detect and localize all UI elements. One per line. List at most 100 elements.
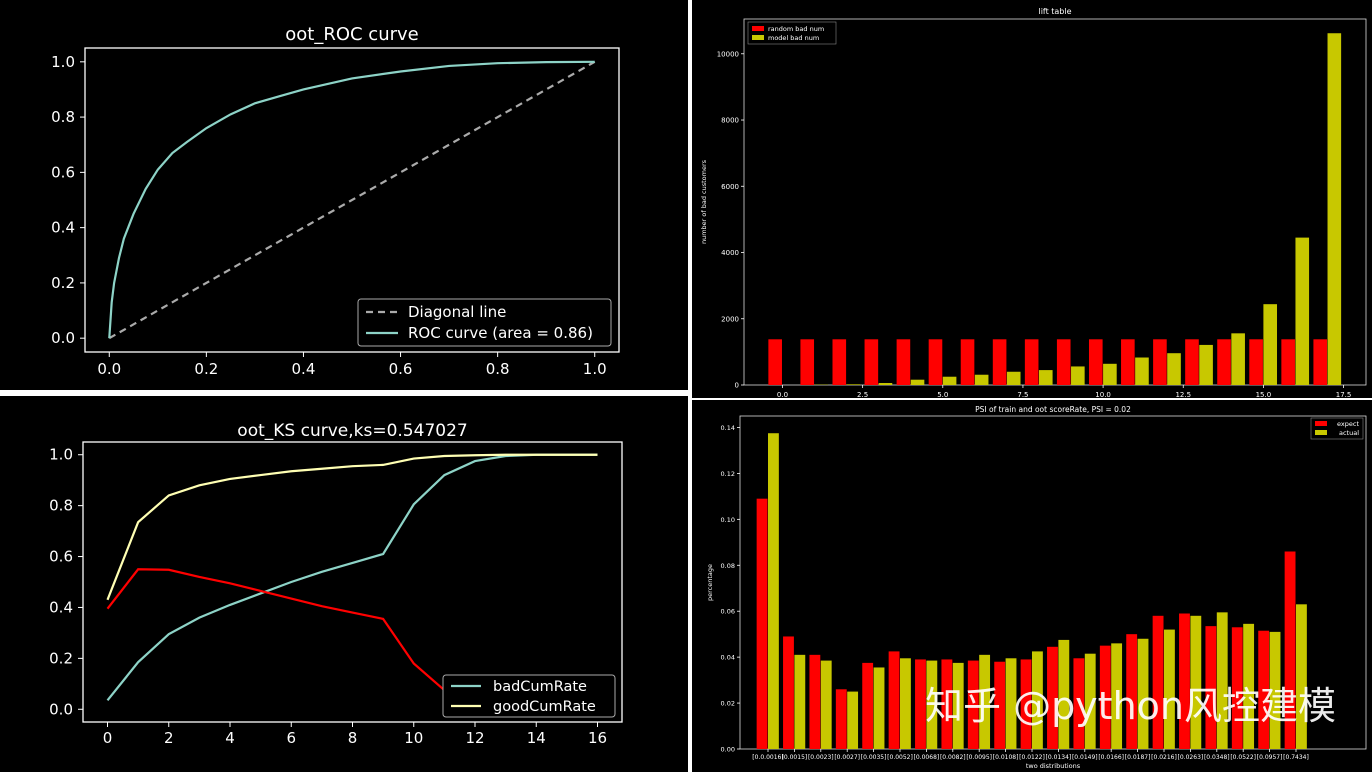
bar	[1190, 615, 1202, 749]
chart-title: oot_KS curve,ks=0.547027	[237, 421, 467, 441]
bar	[1164, 629, 1175, 749]
bar	[878, 383, 893, 385]
bar	[1103, 363, 1117, 385]
bar	[846, 384, 861, 385]
roc-chart: 0.0 0.2 0.4 0.6 0.8 1.0 0.0 0.2 0.4 0.6 0.8 1.0 oot_…	[51, 24, 620, 378]
x-tick-label: 10	[404, 729, 423, 747]
x-tick-label: 4	[225, 729, 235, 747]
bar	[1137, 638, 1149, 749]
x-tick-label: [0.0122]	[1019, 754, 1045, 761]
bar	[952, 662, 964, 749]
bar	[1217, 339, 1231, 385]
y-tick-label: 2000	[721, 315, 739, 323]
y-tick-label: 0.14	[721, 424, 735, 432]
bar	[915, 659, 926, 749]
x-tick-label: 5.0	[937, 391, 948, 398]
legend-swatch	[752, 26, 764, 31]
y-tick-label: 0.0	[51, 329, 75, 347]
bar	[1216, 612, 1228, 749]
bar	[1281, 339, 1295, 385]
y-tick-label: 1.0	[51, 53, 75, 71]
bar	[1269, 631, 1281, 749]
x-tick-label: [0.0348]	[1204, 754, 1230, 761]
bar	[835, 689, 847, 749]
series-line	[108, 60, 596, 340]
x-tick-label: 17.5	[1336, 391, 1352, 398]
x-tick-label: [0.0015]	[782, 754, 808, 761]
bar	[1024, 339, 1039, 385]
bar	[1135, 357, 1149, 385]
x-tick-label: [0.0216]	[1151, 754, 1177, 761]
legend-label: model bad num	[768, 34, 819, 42]
bar	[1032, 651, 1043, 749]
x-tick-label: 2.5	[857, 391, 868, 398]
bar	[1047, 646, 1058, 749]
legend-label: ROC curve (area = 0.86)	[408, 324, 593, 342]
x-tick-label: [0.0108]	[993, 754, 1019, 761]
bar	[1153, 339, 1167, 385]
x-tick-label: 0	[103, 729, 113, 747]
bar	[1020, 659, 1032, 749]
legend-box	[442, 674, 616, 718]
bar	[992, 339, 1007, 385]
y-tick-label: 0.10	[721, 516, 735, 524]
x-tick-label: 0.0	[777, 391, 788, 398]
bar	[1296, 604, 1307, 749]
lift-chart-panel: lift table 0.0 2.5 5.0 7.5 10.0 12.5 15.0 17.5 0 2…	[692, 0, 1372, 398]
y-axis-label: percentage	[706, 564, 714, 601]
plot-frame	[84, 47, 620, 353]
y-tick-label: 0.12	[721, 470, 735, 478]
y-tick-label: 4000	[721, 249, 739, 257]
ks-chart-panel: oot_KS curve,ks=0.547027 0 2 4 6 8 10 12 14 16 0.0…	[0, 396, 688, 772]
bar	[756, 498, 768, 749]
bar	[1243, 623, 1255, 749]
bar	[967, 660, 979, 749]
x-tick-label: [0.0187]	[1125, 754, 1151, 761]
x-tick-label: 0.2	[194, 360, 218, 378]
bar	[1084, 653, 1096, 749]
x-tick-label: 1.0	[583, 360, 607, 378]
bar	[1327, 33, 1342, 386]
y-tick-label: 0.8	[49, 497, 73, 515]
x-tick-label: 0.6	[389, 360, 413, 378]
bar	[1263, 304, 1278, 385]
bar	[794, 654, 806, 749]
bar	[783, 636, 794, 749]
y-tick-label: 0.6	[51, 163, 75, 181]
x-tick-label: 15.0	[1256, 391, 1272, 398]
bar	[1258, 630, 1270, 749]
bar	[1111, 643, 1123, 749]
x-tick-label: 7.5	[1017, 391, 1028, 398]
x-tick-label: [0.0957]	[1257, 754, 1283, 761]
series-line	[108, 60, 595, 339]
bar	[1126, 634, 1138, 749]
legend-label: Diagonal line	[408, 303, 506, 321]
bar	[832, 339, 847, 385]
bar	[1199, 344, 1213, 385]
bar	[1313, 339, 1328, 385]
bar	[768, 339, 782, 385]
bar	[900, 658, 911, 749]
x-tick-label: [0.0035]	[861, 754, 887, 761]
x-tick-label: [0.0166]	[1098, 754, 1124, 761]
bar	[1121, 339, 1135, 385]
x-tick-label: [0.0522]	[1230, 754, 1256, 761]
psi-chart-panel: PSI of train and oot scoreRate, PSI = 0.…	[692, 400, 1372, 772]
x-tick-label: 0.0	[97, 360, 121, 378]
legend-swatch	[1315, 430, 1327, 435]
legend-swatch	[1315, 421, 1327, 426]
bar	[941, 659, 953, 749]
bar	[768, 433, 779, 749]
series-line	[106, 453, 598, 601]
roc-chart-panel: 0.0 0.2 0.4 0.6 0.8 1.0 0.0 0.2 0.4 0.6 0.8 1.0 oot_…	[0, 0, 688, 390]
legend-label: random bad num	[768, 25, 824, 33]
y-tick-label: 0.4	[51, 219, 75, 237]
x-tick-label: 2	[164, 729, 174, 747]
y-tick-label: 8000	[721, 117, 739, 125]
bar	[1058, 639, 1070, 749]
plot-frame	[743, 18, 1367, 386]
x-tick-label: [0.0095]	[966, 754, 992, 761]
y-tick-label: 0.04	[721, 654, 735, 662]
bar	[809, 654, 821, 749]
chart-title: oot_ROC curve	[285, 24, 418, 45]
